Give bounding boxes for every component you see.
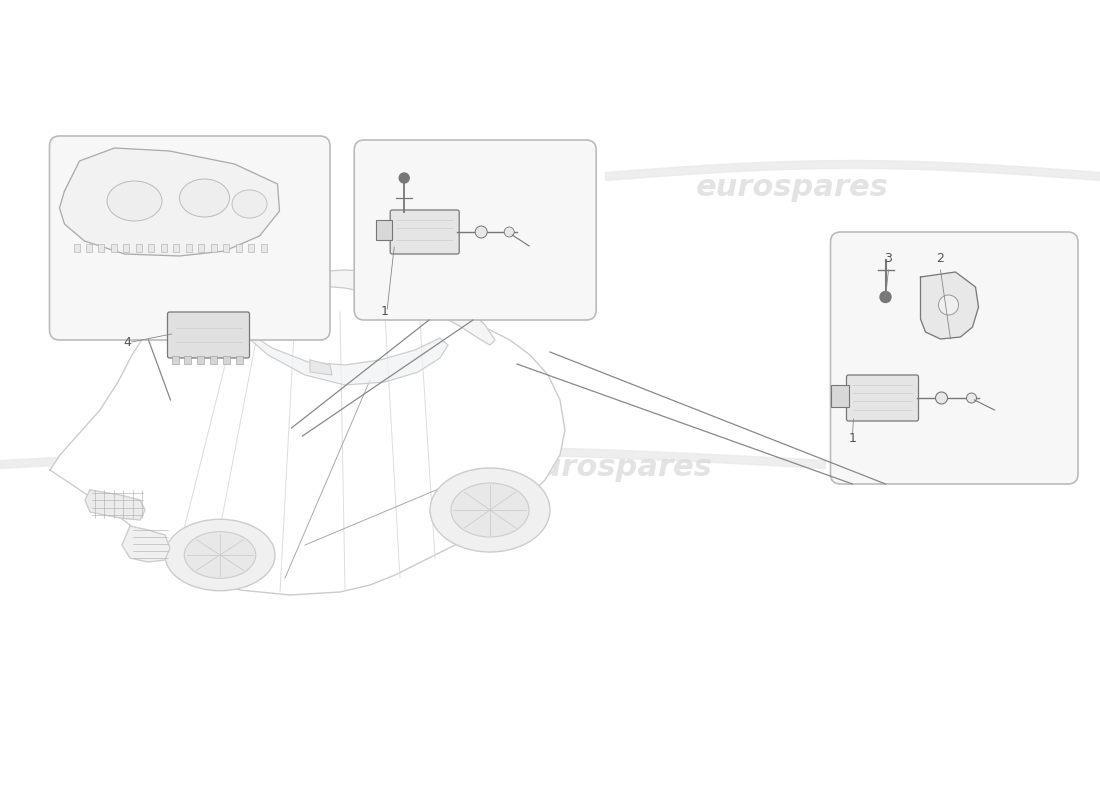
Ellipse shape — [107, 181, 162, 221]
Circle shape — [475, 226, 487, 238]
Bar — [172, 356, 178, 364]
Text: 1: 1 — [381, 305, 388, 318]
Text: eurospares: eurospares — [695, 174, 889, 202]
Bar — [235, 356, 242, 364]
Bar — [185, 356, 191, 364]
Polygon shape — [85, 490, 145, 520]
Circle shape — [967, 393, 977, 403]
Polygon shape — [921, 272, 979, 339]
Polygon shape — [310, 360, 332, 375]
Bar — [123, 244, 130, 252]
Text: eurospares: eurospares — [123, 454, 317, 482]
FancyBboxPatch shape — [167, 312, 250, 358]
FancyBboxPatch shape — [50, 136, 330, 340]
Text: 1: 1 — [848, 432, 857, 445]
Circle shape — [880, 291, 891, 302]
Bar — [376, 220, 393, 240]
Text: 3: 3 — [884, 252, 892, 265]
Bar — [261, 244, 266, 252]
Circle shape — [504, 227, 514, 237]
Bar — [210, 356, 217, 364]
Circle shape — [399, 173, 409, 183]
Circle shape — [935, 392, 947, 404]
Bar — [111, 244, 117, 252]
Polygon shape — [122, 526, 170, 562]
Ellipse shape — [430, 468, 550, 552]
Bar — [197, 356, 205, 364]
Bar — [135, 244, 142, 252]
FancyBboxPatch shape — [830, 232, 1078, 484]
Polygon shape — [235, 270, 495, 345]
Text: 4: 4 — [123, 336, 131, 349]
FancyBboxPatch shape — [354, 140, 596, 320]
Bar — [86, 244, 92, 252]
Polygon shape — [59, 148, 279, 256]
FancyBboxPatch shape — [390, 210, 459, 254]
Bar — [198, 244, 205, 252]
Circle shape — [938, 295, 958, 315]
Ellipse shape — [179, 179, 230, 217]
Ellipse shape — [451, 483, 529, 537]
Bar — [186, 244, 191, 252]
Bar — [235, 244, 242, 252]
Ellipse shape — [185, 532, 255, 578]
Bar — [173, 244, 179, 252]
Ellipse shape — [232, 190, 267, 218]
Polygon shape — [50, 270, 565, 595]
Bar — [148, 244, 154, 252]
Bar — [830, 385, 848, 407]
Text: 2: 2 — [936, 252, 945, 265]
Bar — [161, 244, 167, 252]
Text: eurospares: eurospares — [519, 454, 713, 482]
Polygon shape — [238, 328, 448, 385]
Bar — [98, 244, 104, 252]
FancyBboxPatch shape — [847, 375, 918, 421]
Bar — [222, 356, 230, 364]
Bar — [223, 244, 229, 252]
Bar — [248, 244, 254, 252]
Bar — [74, 244, 79, 252]
Bar — [210, 244, 217, 252]
Ellipse shape — [165, 519, 275, 590]
